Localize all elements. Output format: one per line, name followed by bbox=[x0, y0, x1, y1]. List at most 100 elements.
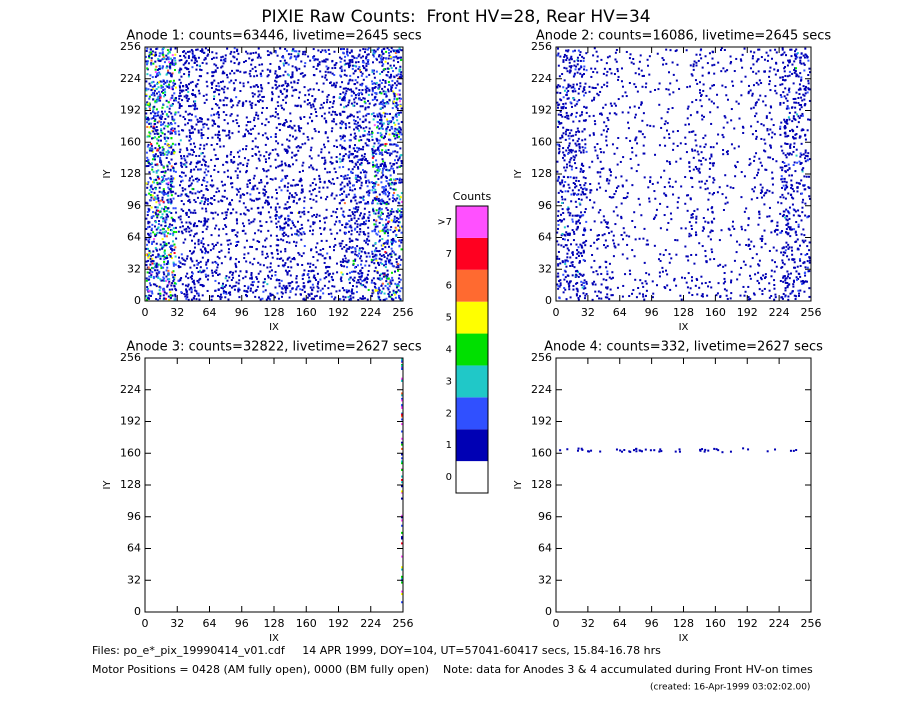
count-dot bbox=[794, 297, 797, 300]
count-dot bbox=[808, 270, 811, 273]
count-dot bbox=[330, 113, 333, 116]
count-dot bbox=[283, 185, 286, 188]
count-dot bbox=[383, 298, 386, 301]
count-dot bbox=[166, 144, 169, 147]
count-dot bbox=[156, 92, 159, 95]
count-dot bbox=[278, 279, 281, 282]
count-dot bbox=[760, 278, 763, 281]
count-dot bbox=[382, 69, 385, 72]
count-dot bbox=[349, 133, 352, 136]
count-dot bbox=[230, 158, 233, 161]
count-dot bbox=[157, 223, 160, 226]
count-dot bbox=[152, 98, 155, 101]
count-dot bbox=[286, 150, 289, 153]
count-dot bbox=[354, 250, 357, 253]
count-dot bbox=[380, 92, 383, 95]
count-dot bbox=[610, 277, 613, 280]
count-dot bbox=[174, 295, 177, 298]
count-dot bbox=[206, 188, 209, 191]
count-dot bbox=[195, 267, 198, 270]
count-dot bbox=[354, 258, 357, 261]
count-dot bbox=[378, 264, 381, 267]
count-dot bbox=[360, 162, 363, 165]
count-dot bbox=[233, 89, 236, 92]
count-dot bbox=[390, 238, 393, 241]
count-dot bbox=[319, 227, 322, 230]
count-dot bbox=[399, 111, 402, 114]
count-dot bbox=[189, 266, 192, 269]
count-dot bbox=[392, 90, 395, 93]
count-dot bbox=[694, 284, 697, 287]
count-dot bbox=[385, 57, 388, 60]
count-dot bbox=[695, 277, 698, 280]
count-dot bbox=[342, 51, 345, 54]
count-dot bbox=[162, 148, 165, 151]
count-dot bbox=[153, 94, 156, 97]
count-dot bbox=[156, 176, 159, 179]
count-dot bbox=[725, 294, 728, 297]
count-dot bbox=[381, 50, 384, 53]
count-dot bbox=[342, 96, 345, 99]
count-dot bbox=[344, 87, 347, 90]
count-dot bbox=[362, 48, 365, 51]
count-dot bbox=[397, 266, 400, 269]
count-dot bbox=[359, 228, 362, 231]
count-dot bbox=[608, 276, 611, 279]
count-dot bbox=[340, 138, 343, 141]
count-dot bbox=[185, 135, 188, 138]
count-dot bbox=[380, 58, 383, 61]
count-dot bbox=[362, 64, 365, 67]
count-dot bbox=[573, 266, 576, 269]
count-dot bbox=[386, 228, 389, 231]
count-dot bbox=[157, 95, 160, 98]
count-dot bbox=[355, 87, 358, 90]
count-dot bbox=[287, 235, 290, 238]
count-dot bbox=[150, 274, 153, 277]
count-dot bbox=[717, 282, 720, 285]
count-dot bbox=[244, 275, 247, 278]
count-dot bbox=[365, 69, 368, 72]
count-dot bbox=[274, 70, 277, 73]
count-dot bbox=[393, 76, 396, 79]
count-dot bbox=[385, 240, 388, 243]
count-dot bbox=[361, 274, 364, 277]
count-dot bbox=[315, 67, 318, 70]
count-dot bbox=[178, 69, 181, 72]
count-dot bbox=[152, 275, 155, 278]
count-dot bbox=[804, 280, 807, 283]
count-dot bbox=[348, 62, 351, 65]
count-dot bbox=[342, 48, 345, 51]
count-dot bbox=[160, 86, 163, 89]
count-dot bbox=[799, 275, 802, 278]
count-dot bbox=[259, 211, 262, 214]
count-dot bbox=[167, 228, 170, 231]
count-dot bbox=[631, 292, 634, 295]
count-dot bbox=[343, 59, 346, 62]
count-dot bbox=[278, 217, 281, 220]
count-dot bbox=[204, 221, 207, 224]
count-dot bbox=[223, 85, 226, 88]
count-dot bbox=[216, 133, 219, 136]
count-dot bbox=[323, 156, 326, 159]
count-dot bbox=[190, 291, 193, 294]
count-dot bbox=[168, 278, 171, 281]
count-dot bbox=[370, 258, 373, 261]
count-dot bbox=[237, 260, 240, 263]
count-dot bbox=[168, 83, 171, 86]
x-tick-label: 256 bbox=[393, 306, 414, 319]
count-dot bbox=[174, 99, 177, 102]
count-dot bbox=[302, 273, 305, 276]
count-dot bbox=[259, 263, 262, 266]
count-dot bbox=[361, 246, 364, 249]
count-dot bbox=[381, 262, 384, 265]
count-dot bbox=[317, 287, 320, 290]
count-dot bbox=[172, 148, 175, 151]
count-dot bbox=[221, 129, 224, 132]
count-dot bbox=[365, 171, 368, 174]
count-dot bbox=[373, 49, 376, 52]
count-dot bbox=[285, 148, 288, 151]
count-dot bbox=[357, 298, 360, 301]
count-dot bbox=[299, 232, 302, 235]
count-dot bbox=[221, 200, 224, 203]
count-dot bbox=[245, 260, 248, 263]
